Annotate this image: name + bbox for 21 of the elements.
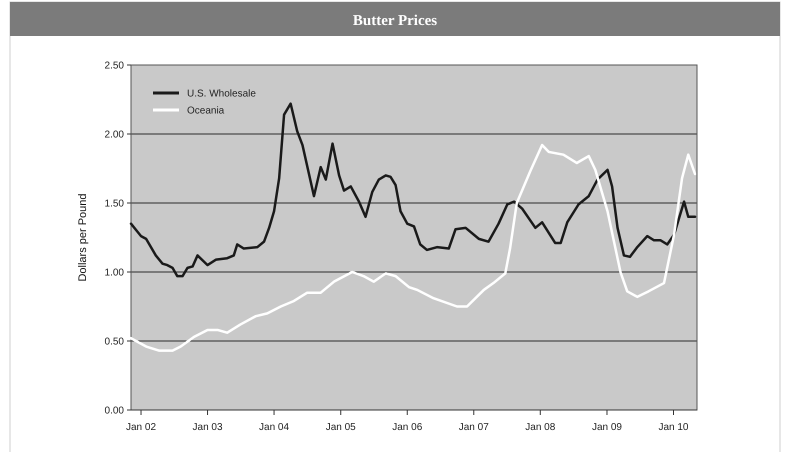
x-tick-label: Jan 10 bbox=[658, 422, 689, 433]
y-tick-label: 1.50 bbox=[104, 198, 124, 210]
y-tick-label: 0.00 bbox=[104, 406, 124, 416]
x-tick-label: Jan 03 bbox=[192, 422, 223, 433]
line-series bbox=[130, 102, 696, 278]
x-tick-label: Jan 05 bbox=[326, 422, 356, 433]
x-tick-label: Jan 06 bbox=[392, 422, 423, 433]
legend-label: U.S. Wholesale bbox=[187, 88, 256, 100]
y-tick-label: 2.50 bbox=[104, 60, 124, 72]
x-tick-label: Jan 02 bbox=[126, 422, 156, 433]
chart-title: Butter Prices bbox=[352, 13, 438, 29]
x-tick-label: Jan 07 bbox=[458, 422, 490, 433]
x-tick-label: Jan 08 bbox=[525, 422, 556, 433]
x-tick-label: Jan 04 bbox=[259, 422, 290, 433]
y-tick-label: 1.00 bbox=[104, 268, 124, 278]
y-tick-label: 2.00 bbox=[104, 130, 124, 140]
y-axis-title: Dollars per Pound bbox=[77, 193, 89, 282]
line-series bbox=[130, 144, 696, 352]
legend-label: Oceania bbox=[187, 106, 225, 116]
x-tick-label: Jan 09 bbox=[592, 422, 622, 433]
y-tick-label: 0.50 bbox=[104, 336, 124, 348]
